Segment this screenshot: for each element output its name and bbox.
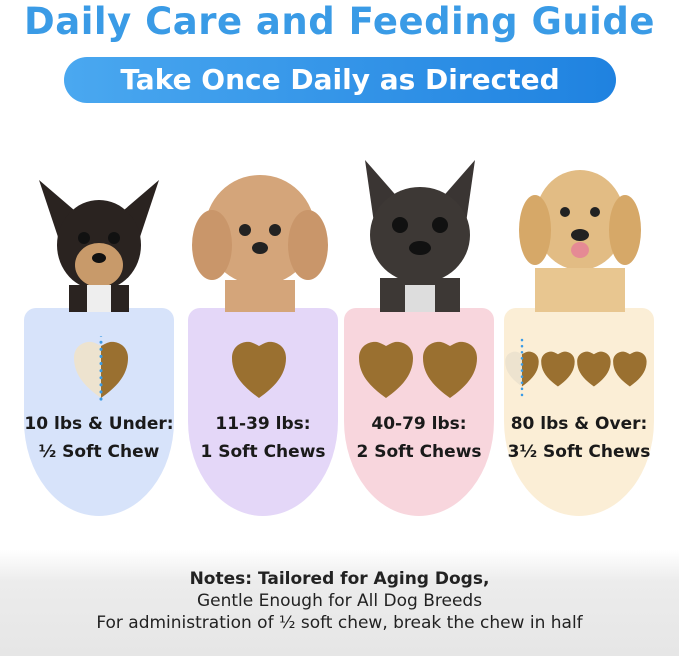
golden-retriever-image bbox=[519, 170, 641, 312]
dose-label-xlarge: 80 lbs & Over: 3½ Soft Chews bbox=[504, 410, 654, 466]
dose-card-medium bbox=[188, 308, 338, 516]
half-chew-icon bbox=[74, 336, 128, 404]
page-title: Daily Care and Feeding Guide bbox=[24, 0, 655, 43]
notes-line: Gentle Enough for All Dog Breeds bbox=[196, 591, 483, 611]
three-and-half-chews-icon bbox=[505, 338, 647, 398]
subtitle-banner: Take Once Daily as Directed bbox=[64, 57, 616, 103]
weight-range: 40-79 lbs: bbox=[371, 414, 467, 434]
notes-heading: Notes: Tailored for Aging Dogs, bbox=[189, 569, 490, 589]
dose-amount: 3½ Soft Chews bbox=[507, 442, 651, 462]
two-chews-icon bbox=[359, 341, 477, 398]
weight-range: 11-39 lbs: bbox=[215, 414, 311, 434]
dose-card-small bbox=[24, 308, 174, 516]
dose-amount: ½ Soft Chew bbox=[38, 442, 160, 462]
dose-amount: 1 Soft Chews bbox=[200, 442, 326, 462]
notes-section: Notes: Tailored for Aging Dogs, Gentle E… bbox=[0, 550, 679, 656]
notes-line: For administration of ½ soft chew, break… bbox=[96, 613, 583, 633]
weight-range: 80 lbs & Over: bbox=[510, 414, 648, 434]
chew-icon bbox=[232, 341, 286, 398]
dose-label-small: 10 lbs & Under: ½ Soft Chew bbox=[24, 410, 174, 466]
chihuahua-image bbox=[39, 180, 159, 312]
dose-card-large bbox=[344, 308, 494, 516]
dose-label-large: 40-79 lbs: 2 Soft Chews bbox=[344, 410, 494, 466]
french-bulldog-image bbox=[365, 160, 475, 312]
poodle-image bbox=[192, 175, 328, 312]
dose-amount: 2 Soft Chews bbox=[356, 442, 482, 462]
weight-range: 10 lbs & Under: bbox=[24, 414, 174, 434]
dose-card-xlarge bbox=[504, 308, 654, 516]
dose-label-medium: 11-39 lbs: 1 Soft Chews bbox=[188, 410, 338, 466]
